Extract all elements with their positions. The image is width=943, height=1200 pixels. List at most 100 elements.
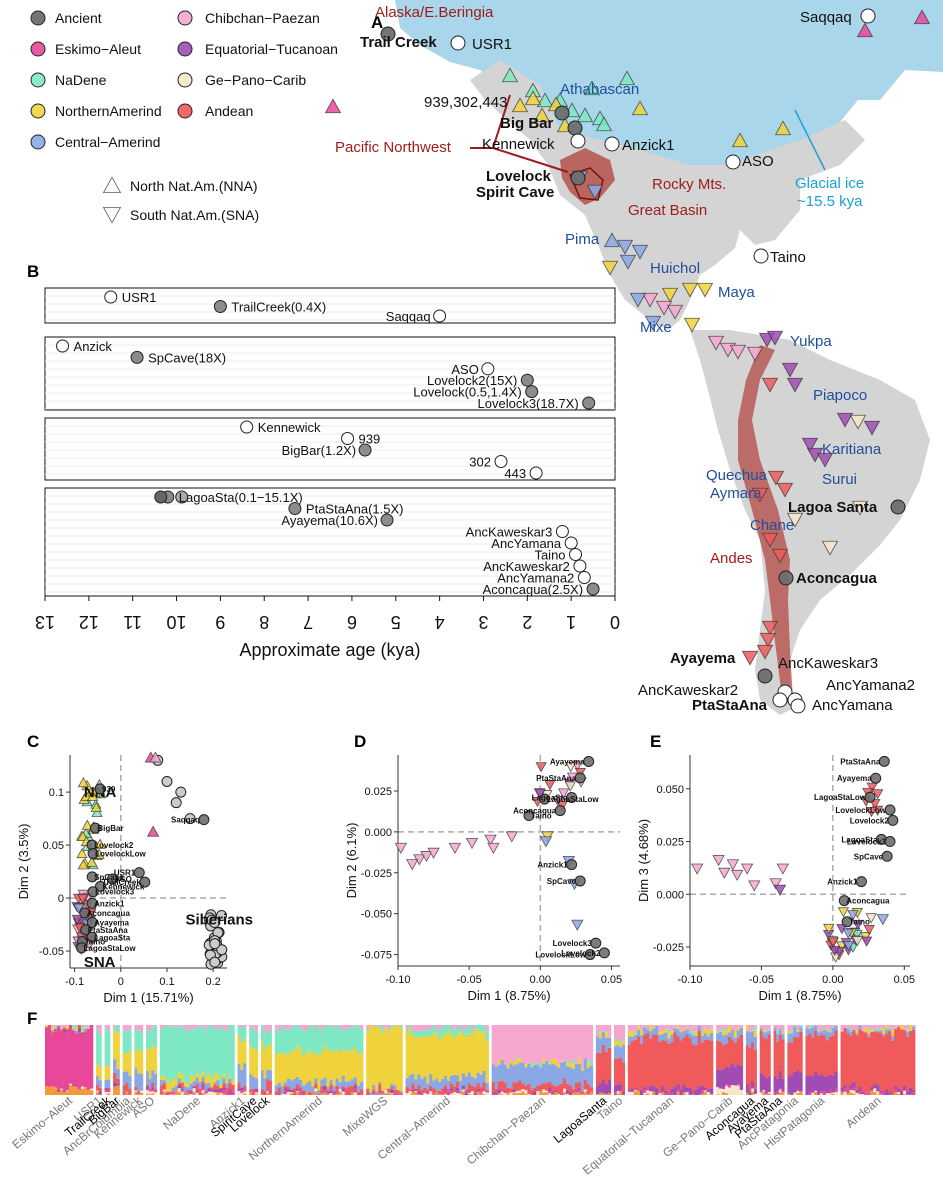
admixture-segment xyxy=(189,1028,194,1076)
admixture-segment xyxy=(299,1093,303,1095)
admixture-segment xyxy=(320,1092,324,1095)
population-marker xyxy=(842,940,855,952)
admixture-segment xyxy=(778,1025,782,1030)
admixture-segment xyxy=(765,1038,769,1079)
admixture-segment xyxy=(171,1093,176,1095)
admixture-segment xyxy=(819,1034,824,1075)
admixture-segment xyxy=(799,1091,803,1095)
admixture-segment xyxy=(658,1093,662,1095)
admixture-segment xyxy=(464,1092,469,1095)
admixture-segment xyxy=(864,1025,868,1028)
admixture-segment xyxy=(542,1063,546,1084)
admixture-segment xyxy=(266,1069,270,1080)
admixture-segment xyxy=(228,1025,232,1077)
admixture-segment xyxy=(464,1025,469,1029)
admixture-segment xyxy=(858,1029,862,1087)
admixture-segment xyxy=(417,1025,421,1031)
admixture-segment xyxy=(125,1071,129,1084)
admixture-segment xyxy=(125,1091,129,1095)
admixture-segment xyxy=(356,1054,361,1086)
admixture-segment xyxy=(274,1085,279,1092)
admixture-segment xyxy=(560,1084,564,1093)
admixture-segment xyxy=(706,1089,711,1092)
admixture-segment xyxy=(455,1075,460,1082)
admixture-segment xyxy=(292,1079,297,1089)
admixture-segment xyxy=(912,1025,916,1027)
map-population-marker xyxy=(681,282,699,298)
admixture-segment xyxy=(289,1093,294,1095)
admixture-segment xyxy=(643,1087,647,1090)
admixture-segment xyxy=(252,1076,256,1089)
admixture-segment xyxy=(426,1090,430,1092)
admixture-segment xyxy=(338,1052,343,1083)
admixture-segment xyxy=(192,1091,197,1095)
admixture-segment xyxy=(858,1094,862,1095)
admixture-segment xyxy=(814,1030,818,1072)
admixture-segment xyxy=(378,1093,382,1095)
admixture-segment xyxy=(159,1025,164,1030)
admixture-segment xyxy=(476,1083,481,1089)
admixture-segment xyxy=(237,1082,241,1089)
admixture-segment xyxy=(876,1028,880,1031)
admixture-segment xyxy=(359,1029,364,1052)
admixture-segment xyxy=(658,1035,662,1042)
admixture-segment xyxy=(323,1077,327,1086)
admixture-segment xyxy=(506,1025,510,1065)
admixture-segment xyxy=(186,1084,191,1088)
admixture-segment xyxy=(438,1040,442,1082)
admixture-segment xyxy=(658,1025,662,1032)
admixture-segment xyxy=(359,1082,364,1090)
admixture-segment xyxy=(700,1085,705,1091)
admixture-segment xyxy=(781,1033,785,1040)
admixture-segment xyxy=(627,1036,632,1045)
label-939-302-443: 939,302,443 xyxy=(424,94,507,111)
admixture-segment xyxy=(455,1093,460,1095)
admixture-segment xyxy=(71,1086,76,1095)
admixture-segment xyxy=(177,1078,182,1084)
age-point-label: 939 xyxy=(359,432,381,447)
x-tick-label: 0.1 xyxy=(159,976,174,988)
admixture-segment xyxy=(817,1035,821,1076)
admixture-segment xyxy=(571,1059,576,1064)
admixture-segment xyxy=(113,1025,117,1029)
ancient-sample-point xyxy=(86,931,98,943)
admixture-segment xyxy=(366,1029,370,1032)
admixture-segment xyxy=(268,1090,272,1094)
admixture-segment xyxy=(98,1025,102,1036)
admixture-segment xyxy=(390,1093,394,1094)
admixture-segment xyxy=(420,1030,424,1038)
ancient-sample-label: ASO xyxy=(114,875,131,884)
admixture-segment xyxy=(825,1028,830,1032)
admixture-segment xyxy=(616,1037,620,1042)
admixture-segment xyxy=(676,1091,680,1095)
admixture-segment xyxy=(134,1030,138,1052)
admixture-segment xyxy=(71,1027,76,1030)
admixture-segment xyxy=(151,1089,155,1092)
admixture-segment xyxy=(767,1093,771,1095)
admixture-segment xyxy=(787,1042,791,1077)
admixture-segment xyxy=(545,1061,549,1084)
admixture-segment xyxy=(59,1032,64,1089)
ancient-sample-point xyxy=(86,871,98,883)
admixture-segment xyxy=(691,1044,696,1093)
population-marker xyxy=(876,914,890,926)
admixture-segment xyxy=(649,1031,653,1039)
admixture-segment xyxy=(485,1040,489,1083)
admixture-segment xyxy=(154,1025,158,1048)
admixture-segment xyxy=(598,1053,603,1084)
admixture-segment xyxy=(793,1071,797,1093)
panel-d-mds: -0.10 -0.05 0.00 0.05-0.075-0.050-0.0250.00… xyxy=(344,755,622,1003)
admixture-segment xyxy=(62,1027,67,1030)
admixture-segment xyxy=(207,1025,211,1075)
admixture-segment xyxy=(533,1025,537,1065)
admixture-segment xyxy=(834,1088,838,1093)
admixture-segment xyxy=(630,1040,635,1089)
admixture-segment xyxy=(479,1032,483,1075)
admixture-segment xyxy=(228,1076,232,1079)
admixture-segment xyxy=(45,1025,49,1028)
admixture-segment xyxy=(254,1025,259,1032)
ancient-sample-point xyxy=(583,756,595,768)
admixture-segment xyxy=(834,1025,838,1031)
label-mixe: Mixe xyxy=(640,319,672,336)
admixture-segment xyxy=(74,1030,79,1034)
